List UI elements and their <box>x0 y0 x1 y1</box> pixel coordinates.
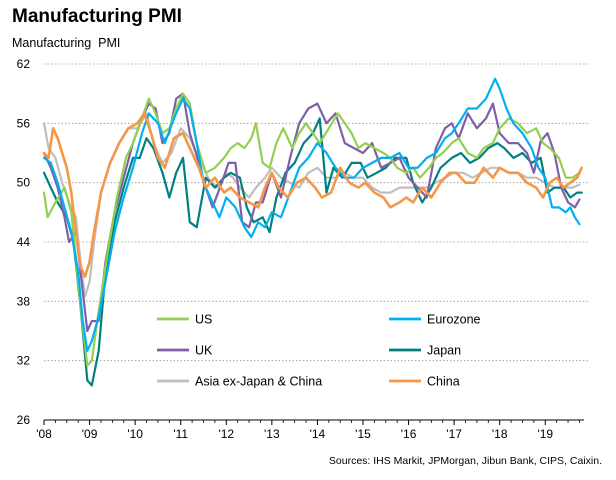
axes: 26 32 38 44 50 56 62 '08 '09 '10 '11 '12 '13 '14 '15 '1… <box>17 57 584 441</box>
y-tick-label: 50 <box>17 176 31 190</box>
series-lines <box>42 77 583 387</box>
x-tick-label: '10 <box>127 427 143 441</box>
x-tick-label: '11 <box>173 427 188 441</box>
series-line-us <box>42 92 581 367</box>
x-tick-label: '19 <box>537 427 553 441</box>
y-tick-label: 62 <box>17 57 31 71</box>
x-tick-label: '12 <box>218 427 234 441</box>
source-note: Sources: IHS Markit, JPMorgan, Jibun Ban… <box>328 455 602 467</box>
x-tick-label: '13 <box>264 427 280 441</box>
y-tick-label: 44 <box>17 235 31 249</box>
chart-title: Manufacturing PMI <box>12 6 182 27</box>
legend: US Eurozone UK Japan Asia ex-Japan & China Ch… <box>157 313 481 389</box>
y-tick-label: 26 <box>17 413 31 427</box>
legend-label-china: China <box>427 375 460 389</box>
y-tick-label: 38 <box>17 294 31 308</box>
y-tick-label: 32 <box>17 354 31 368</box>
x-tick-label: '08 <box>36 427 52 441</box>
y-axis-label: Manufacturing PMI <box>12 36 121 50</box>
series-line-eurozone <box>42 77 581 352</box>
legend-label-eurozone: Eurozone <box>427 313 481 327</box>
legend-label-japan: Japan <box>427 344 461 358</box>
x-tick-label: '09 <box>82 427 98 441</box>
series-line-china <box>42 112 583 278</box>
x-tick-label: '14 <box>310 427 326 441</box>
x-tick-label: '17 <box>446 427 462 441</box>
y-tick-label: 56 <box>17 116 31 130</box>
x-tick-label: '18 <box>492 427 508 441</box>
series-line-japan <box>42 117 583 387</box>
legend-label-us: US <box>195 313 212 327</box>
series-line-asia-ex-japan-china <box>42 112 581 298</box>
legend-label-uk: UK <box>195 344 213 358</box>
x-tick-label: '15 <box>355 427 371 441</box>
legend-label-asia-ex-japan-china: Asia ex-Japan & China <box>195 375 322 389</box>
grid-lines <box>44 63 590 362</box>
x-tick-label: '16 <box>401 427 417 441</box>
